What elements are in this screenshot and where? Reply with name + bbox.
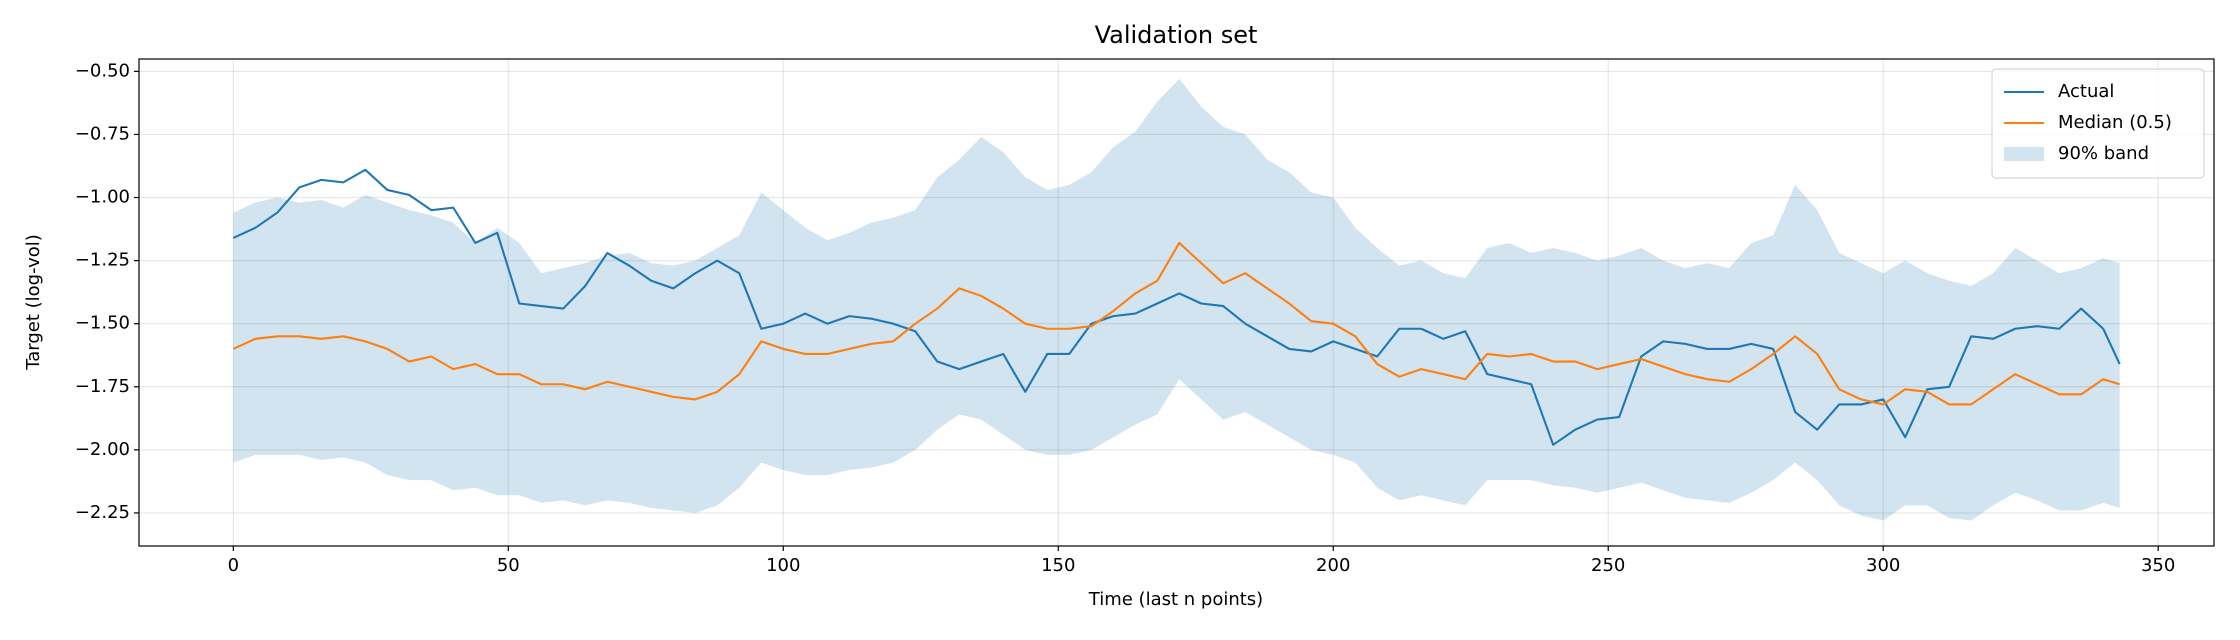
y-tick-label: −1.50	[75, 313, 130, 334]
y-tick-label: −0.75	[75, 123, 130, 144]
y-tick-label: −2.00	[75, 439, 130, 460]
x-tick-label: 350	[2141, 555, 2175, 576]
x-tick-label: 300	[1866, 555, 1900, 576]
x-tick-label: 200	[1316, 555, 1350, 576]
x-axis-label: Time (last n points)	[1088, 589, 1263, 610]
y-tick-label: −1.25	[75, 250, 130, 271]
x-tick-label: 150	[1041, 555, 1075, 576]
chart-title: Validation set	[1095, 21, 1258, 49]
y-tick-label: −1.00	[75, 187, 130, 208]
line	[232, 241, 2120, 406]
x-tick-label: 0	[228, 555, 239, 576]
band	[233, 78, 2120, 521]
y-tick-label: −1.75	[75, 376, 130, 397]
axes-frame	[138, 58, 2215, 547]
x-tick-label: 100	[766, 555, 800, 576]
y-axis-label: Target (log-vol)	[23, 234, 44, 371]
legend-label: Actual	[2058, 81, 2114, 102]
legend-label: 90% band	[2058, 143, 2149, 164]
y-tick-label: −0.50	[75, 60, 130, 81]
x-tick-label: 50	[497, 555, 520, 576]
legend-box	[1991, 68, 2205, 179]
line	[232, 168, 2121, 446]
x-tick-label: 250	[1591, 555, 1625, 576]
y-tick-label: −2.25	[75, 502, 130, 523]
legend-label: Median (0.5)	[2058, 112, 2172, 133]
legend-swatch	[2004, 147, 2044, 161]
